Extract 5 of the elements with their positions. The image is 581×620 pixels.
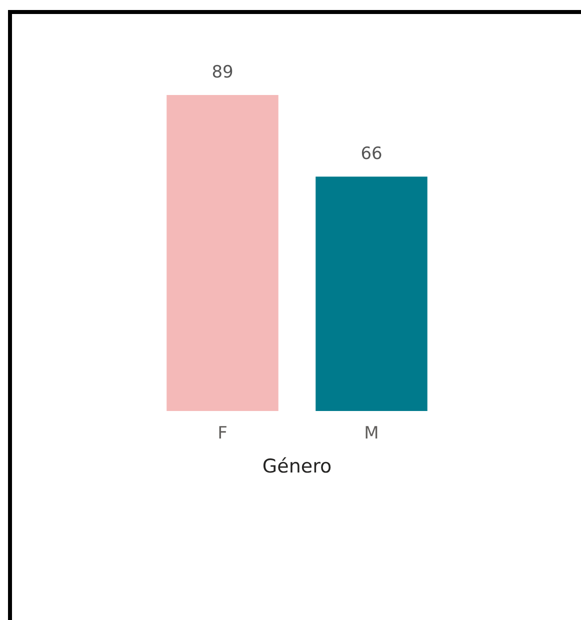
data-label: 89 [212,62,234,82]
x-axis-title: Género [262,456,332,478]
x-tick-label: M [364,424,379,444]
data-label: 66 [360,144,382,164]
x-tick-label: F [218,424,228,444]
